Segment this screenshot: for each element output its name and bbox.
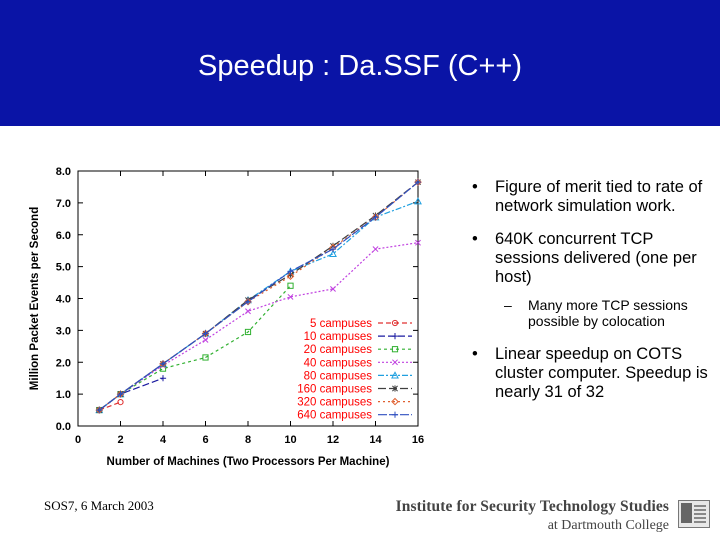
title-bar: Speedup : Da.SSF (C++)	[0, 0, 720, 126]
data-point	[159, 375, 167, 382]
data-point	[329, 245, 337, 253]
y-tick-label: 3.0	[56, 325, 71, 337]
institute-college: at Dartmouth College	[547, 518, 669, 533]
legend-label: 10 campuses	[304, 331, 373, 343]
bullet-item: • Linear speedup on COTS cluster compute…	[468, 345, 713, 402]
footer-date: SOS7, 6 March 2003	[44, 498, 154, 513]
data-point	[287, 268, 294, 275]
legend-label: 20 campuses	[304, 344, 373, 356]
data-point	[330, 285, 336, 292]
data-point	[329, 249, 337, 257]
y-tick-label: 6.0	[56, 230, 71, 242]
x-tick-label: 4	[160, 434, 167, 446]
legend-marker	[391, 333, 399, 340]
legend-marker	[391, 319, 399, 327]
legend-marker	[392, 385, 398, 392]
data-point	[202, 330, 209, 337]
y-tick-label: 4.0	[56, 294, 71, 306]
legend-marker	[391, 397, 399, 406]
legend-marker	[391, 346, 399, 353]
data-point	[244, 298, 252, 305]
sub-bullet-item: – Many more TCP sessions possible by col…	[468, 297, 713, 329]
data-point	[117, 391, 124, 398]
data-point	[117, 398, 124, 406]
x-tick-label: 14	[369, 434, 382, 446]
speedup-chart: 0 2 4 6 8 10 12 14 16 0.0 1.0 2.0 3.0 4.0 5.0 6.0 7.0 8.0…	[29, 166, 424, 468]
data-point	[202, 354, 209, 361]
legend-label: 640 campuses	[297, 410, 372, 422]
data-point	[287, 282, 294, 289]
series-line	[98, 181, 419, 411]
data-point	[96, 406, 103, 414]
x-tick-label: 16	[412, 434, 424, 446]
x-tick-label: 2	[117, 434, 123, 446]
bullet-item: • 640K concurrent TCP sessions delivered…	[468, 230, 713, 287]
institute-seal-icon	[678, 500, 710, 528]
data-point	[244, 328, 252, 336]
bullet-text: 640K concurrent TCP sessions delivered (…	[495, 230, 697, 286]
legend-label: 5 campuses	[310, 318, 372, 330]
data-point	[159, 360, 167, 367]
series-line	[98, 242, 419, 411]
bullet-list: • Figure of merit tied to rate of networ…	[468, 178, 713, 416]
y-tick-label: 8.0	[56, 166, 71, 178]
x-tick-label: 12	[327, 434, 339, 446]
bullet-item: • Figure of merit tied to rate of networ…	[468, 178, 713, 216]
bullet-text: Figure of merit tied to rate of network …	[495, 178, 703, 215]
data-point	[244, 297, 252, 306]
bullet-marker: •	[472, 230, 478, 248]
data-point	[287, 293, 294, 300]
sub-bullet-text: Many more TCP sessions possible by coloc…	[528, 297, 688, 329]
x-tick-label: 10	[284, 434, 296, 446]
x-tick-label: 0	[75, 434, 81, 446]
legend-marker	[391, 371, 399, 379]
bullet-marker: •	[472, 178, 478, 196]
data-point	[372, 214, 379, 221]
data-point	[202, 336, 209, 343]
legend-marker	[391, 411, 399, 418]
legend-label: 160 campuses	[297, 384, 372, 396]
data-point	[414, 197, 422, 205]
series-line	[98, 377, 164, 411]
legend-label: 80 campuses	[304, 370, 373, 382]
data-point	[245, 308, 251, 315]
institute-logo-text: Institute for Security Technology Studie…	[393, 498, 669, 534]
slide-title: Speedup : Da.SSF (C++)	[198, 50, 522, 82]
y-tick-label: 2.0	[56, 357, 71, 369]
series-line	[98, 285, 291, 411]
x-axis-label: Number of Machines (Two Processors Per M…	[107, 456, 390, 468]
y-tick-label: 7.0	[56, 198, 71, 210]
y-axis-label: Million Packet Events per Second	[29, 207, 41, 390]
x-tick-label: 6	[202, 434, 208, 446]
x-tick-label: 8	[245, 434, 251, 446]
legend-label: 320 campuses	[297, 397, 372, 409]
y-tick-label: 5.0	[56, 262, 71, 274]
bullet-marker: •	[472, 345, 478, 363]
data-point	[414, 179, 422, 186]
y-tick-label: 1.0	[56, 389, 71, 401]
data-point	[372, 246, 379, 253]
sub-bullet-marker: –	[504, 297, 512, 313]
data-point	[415, 239, 421, 246]
institute-name: Institute for Security Technology Studie…	[395, 498, 669, 515]
series-line	[99, 401, 121, 411]
legend-label: 40 campuses	[304, 357, 373, 369]
legend-marker	[392, 359, 398, 366]
y-tick-label: 0.0	[56, 421, 71, 433]
data-point	[414, 178, 422, 186]
bullet-text: Linear speedup on COTS cluster computer.…	[495, 345, 708, 401]
data-point	[286, 272, 295, 280]
